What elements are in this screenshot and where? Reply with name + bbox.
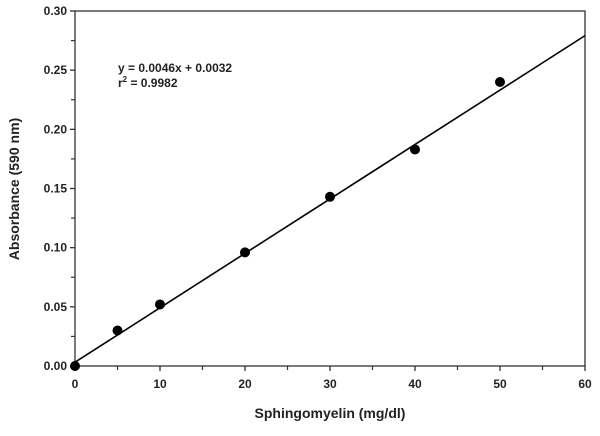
y-tick-label: 0.05 xyxy=(44,300,68,314)
y-tick-label: 0.30 xyxy=(44,4,68,18)
x-tick-label: 0 xyxy=(72,377,79,391)
y-tick-label: 0.15 xyxy=(44,182,68,196)
data-point xyxy=(410,144,420,155)
x-tick-label: 30 xyxy=(323,377,337,391)
y-tick-label: 0.20 xyxy=(44,122,68,136)
data-point xyxy=(240,247,250,258)
r2-label: r2 = 0.9982 xyxy=(118,75,178,90)
y-tick-label: 0.10 xyxy=(44,241,68,255)
equation-label: y = 0.0046x + 0.0032 xyxy=(118,61,232,75)
data-point xyxy=(155,299,165,310)
x-tick-label: 60 xyxy=(578,377,592,391)
y-tick-label: 0.00 xyxy=(44,359,68,373)
x-tick-label: 20 xyxy=(238,377,252,391)
data-point xyxy=(495,77,505,87)
data-point xyxy=(325,191,335,202)
x-tick-label: 50 xyxy=(493,377,507,391)
x-tick-label: 40 xyxy=(408,377,422,391)
x-tick-label: 10 xyxy=(153,377,167,391)
x-axis-label: Sphingomyelin (mg/dl) xyxy=(255,405,406,421)
y-tick-label: 0.25 xyxy=(44,63,68,77)
data-point xyxy=(70,361,80,371)
y-axis-label: Absorbance (590 nm) xyxy=(6,118,22,260)
data-point xyxy=(112,325,123,336)
